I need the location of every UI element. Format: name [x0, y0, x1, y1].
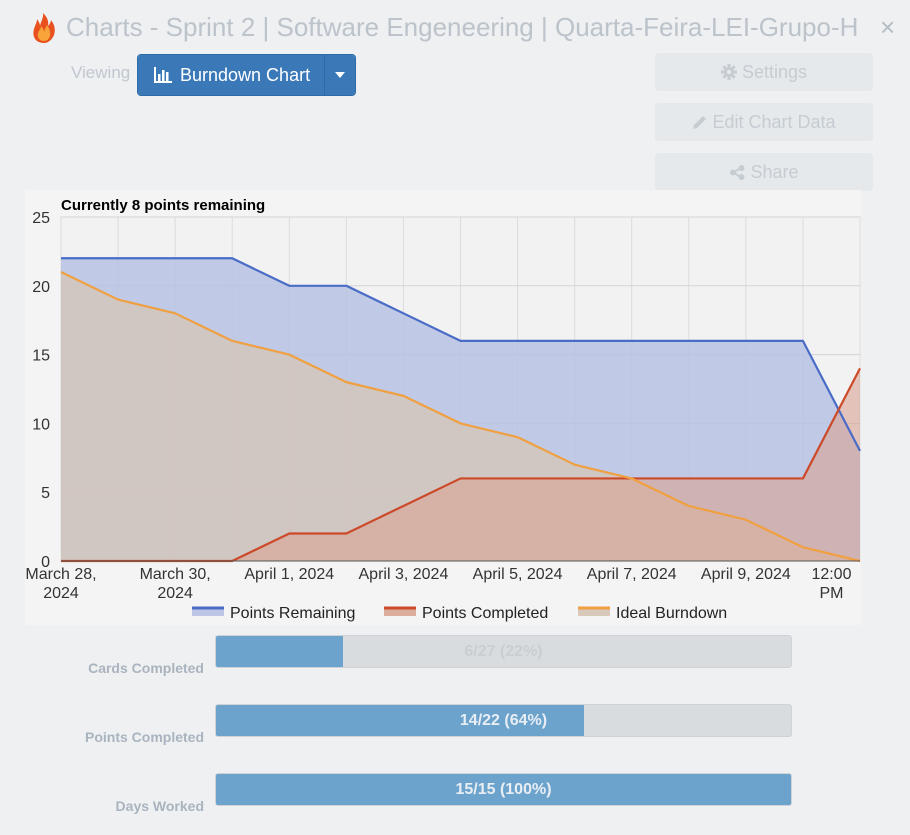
stat-label: Cards Completed	[88, 660, 204, 676]
series-area	[61, 272, 860, 561]
pencil-icon	[693, 115, 707, 129]
view-button-label: Burndown Chart	[180, 64, 311, 85]
gear-icon	[720, 64, 737, 80]
stat-label: Points Completed	[84, 729, 204, 745]
y-tick-label: 25	[32, 210, 50, 227]
legend-swatch	[192, 608, 224, 616]
dialog-header: Charts - Sprint 2 | Software Engeneering…	[0, 0, 910, 56]
x-tick-label: April 7, 2024	[587, 566, 677, 583]
x-tick-label: 2024	[43, 585, 79, 602]
edit-chart-data-button[interactable]: Edit Chart Data	[655, 103, 873, 141]
share-label: Share	[750, 161, 799, 182]
legend-label: Points Completed	[422, 605, 548, 622]
progress-bar-text: 14/22 (64%)	[459, 712, 548, 729]
progress-bar-text: 15/15 (100%)	[455, 781, 552, 798]
x-tick-label: 12:00	[811, 566, 851, 583]
progress-bar-fill	[216, 705, 584, 736]
progress-bar: 14/22 (64%)	[215, 704, 792, 737]
legend-swatch	[384, 608, 416, 616]
y-tick-label: 15	[32, 348, 50, 365]
viewing-label: Viewing	[71, 63, 131, 82]
edit-chart-data-label: Edit Chart Data	[712, 111, 836, 132]
x-tick-label: April 1, 2024	[244, 566, 334, 583]
stat-label: Days Worked	[115, 798, 204, 814]
x-tick-label: April 5, 2024	[473, 566, 563, 583]
progress-bar-fill	[216, 636, 343, 667]
share-icon	[730, 164, 745, 180]
progress-bar: 6/27 (22%)	[215, 635, 792, 668]
y-tick-label: 0	[41, 554, 50, 571]
x-tick-label: April 9, 2024	[701, 566, 791, 583]
legend-label: Points Remaining	[230, 605, 355, 622]
burndown-chart: Currently 8 points remaining 0 5 10 15 20 25 Ma…	[25, 190, 861, 625]
x-tick-label: PM	[819, 585, 843, 602]
settings-button[interactable]: Settings	[655, 53, 873, 91]
legend-label: Ideal Burndown	[616, 605, 727, 622]
progress-bar: 15/15 (100%)	[215, 773, 792, 806]
x-tick-label: April 3, 2024	[359, 566, 449, 583]
burndown-chart-button[interactable]: Burndown Chart	[138, 55, 325, 95]
caret-down-icon[interactable]	[324, 55, 356, 95]
x-tick-label: March 28,	[25, 566, 96, 583]
legend-swatch	[578, 608, 610, 616]
chart-type-selector[interactable]: Burndown Chart	[137, 54, 357, 96]
series-line	[61, 257, 861, 452]
x-tick-label: 2024	[157, 585, 193, 602]
series-line	[60, 271, 861, 563]
x-tick-label: March 30,	[140, 566, 211, 583]
settings-label: Settings	[741, 61, 808, 82]
chart-title: Currently 8 points remaining	[61, 197, 265, 214]
y-tick-label: 5	[41, 485, 50, 502]
y-tick-label: 10	[32, 416, 50, 433]
progress-bar-fill	[216, 774, 791, 805]
close-icon[interactable]: ×	[880, 12, 896, 42]
flame-logo-icon	[33, 13, 55, 43]
bar-chart-icon	[154, 67, 172, 83]
chart-svg: Currently 8 points remaining 0 5 10 15 20 25 Ma…	[25, 197, 861, 622]
page-title: Charts - Sprint 2 | Software Engeneering…	[66, 12, 859, 42]
series-area	[61, 368, 860, 561]
share-button[interactable]: Share	[655, 153, 873, 191]
y-tick-label: 20	[32, 279, 50, 296]
progress-bar-text: 6/27 (22%)	[464, 643, 543, 660]
